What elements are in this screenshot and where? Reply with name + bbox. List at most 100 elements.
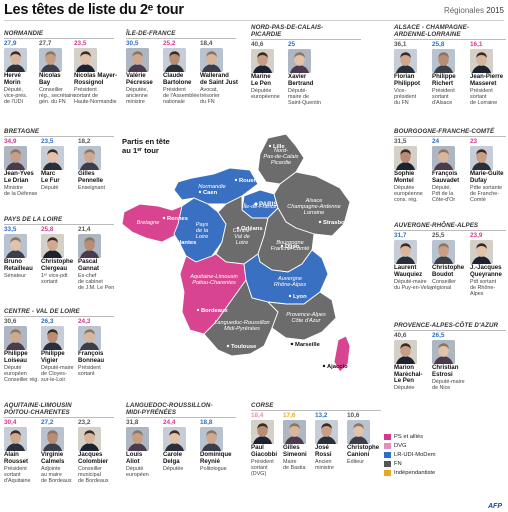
candidate-name: Jacques Colombier [78,451,109,465]
candidate-description: Députée européenne [251,87,280,100]
candidate-percent: 34,9 [4,138,17,145]
candidate-name: Gilles Pennelle [78,170,104,184]
region-divider [4,224,114,225]
city-dot [234,178,238,182]
city-label: Rennes [167,216,188,222]
candidate: 23,5 Nicolas Mayer- Rossignol Président so… [74,40,117,105]
candidate-photo [251,49,274,73]
candidate-description: Conseiller municipal de Bordeaux [78,465,109,484]
candidate-description: Députée [394,385,415,392]
candidate-description: Conseiller rég., secrétaire gén. du FN [39,86,75,105]
candidate-name: Wallerand de Saint Just [200,72,238,86]
city-label: Lille [273,144,285,150]
candidate-percent: 31,7 [394,232,407,239]
city-label: Dijon [285,244,300,250]
map-label-npdc: Nord-Pas-de-Calais Picardie [263,148,298,166]
candidate: 31,7 Laurent Wauquiez Député-maire du Puy-… [394,232,434,291]
map-caption: Partis en tête au 1ᵉʳ tour [122,137,170,155]
candidate-photo [39,48,62,72]
region-alpc: AQUITAINE-LIMOUSIN POITOU-CHARENTES 30,4 A… [4,402,114,491]
candidate-description: Ex-chef de cabinet de J.M. Le Pen [78,272,115,291]
candidate-percent: 26,5 [432,332,445,339]
candidate-percent: 24 [432,138,440,145]
candidate-percent: 24,3 [78,318,91,325]
candidate-name: Jean-Yves Le Drian [4,170,34,184]
candidate: 26,5 Christian Estrosi Député-maire de Nic… [432,332,472,391]
region-divider [251,410,381,411]
candidate-description: Conseiller régional [432,278,456,291]
candidate-description: Député européen Conseiller rég. [4,364,39,383]
legend-label: FN [394,460,402,467]
candidate-percent: 33,5 [4,226,17,233]
region-divider [4,316,114,317]
candidate-photo [74,48,97,72]
city-label: Marseille [295,342,321,348]
candidate-description: Enseignant [78,184,105,191]
candidate-percent: 30,5 [126,40,139,47]
candidate-description: Député-maire de Nice [432,378,465,391]
candidate-photo [78,326,101,350]
candidate: 18,2 Gilles Pennelle Enseignant [78,138,118,191]
candidate-name: Valérie Pécresse [126,72,153,86]
candidate: 23,2 Jacques Colombier Conseiller municipa… [78,419,118,484]
city-label: Nantes [177,240,196,246]
candidate: 26,3 Philippe Vigier Député-maire de Cloye… [41,318,81,383]
candidate-photo [163,48,186,72]
legend-swatch [384,460,391,467]
region-divider [126,417,236,418]
candidate-name: Bruno Retailleau [4,258,33,272]
candidate-name: Louis Aliot [126,451,143,465]
candidate-photo [394,240,417,264]
candidate-name: José Rossi [315,444,332,458]
candidate-name: Pascal Gannat [78,258,99,272]
candidate: 36,1 Florian Philippot Vice- président du … [394,41,434,106]
candidate-name: Christophe Boudot [432,264,465,278]
candidate-description: Pdte sortante de Franche- Comté [470,184,503,203]
region-bfc: BOURGOGNE-FRANCHE-COMTÉ 31,5 Sophie Montel… [394,128,506,210]
candidate-photo [251,420,274,444]
map-label-alsace: Alsace Champagne-Ardenne Lorraine [287,198,341,216]
legend-item: FN [384,459,436,468]
candidate-name: Philippe Vigier [41,350,65,364]
candidate-name: Marc Le Fur [41,170,60,184]
candidate-photo [78,146,101,170]
candidate-description: Éditeur [347,458,365,465]
candidate-percent: 25,5 [432,232,445,239]
candidate: 10,6 Christophe Canioni Éditeur [347,412,387,465]
candidate-percent: 10,6 [347,412,360,419]
candidate-description: Président sortant d'Aquitaine [4,465,31,484]
map-label-pdl: Pays de la Loire [196,222,209,240]
candidate-percent: 26,3 [41,318,54,325]
candidate: 17,6 Gilles Simeoni Maire de Bastia [283,412,323,471]
candidate-description: Député, vice-prés. de l'UDI [4,86,28,105]
candidate-name: Laurent Wauquiez [394,264,423,278]
legend-swatch [384,469,391,476]
candidate-description: Président sortant (DVG) [251,458,274,477]
city-label: Lyon [293,294,307,300]
candidate: 40,6 Marion Maréchal- Le Pen Députée [394,332,434,391]
candidate-photo [470,146,493,170]
candidate-percent: 30,6 [4,318,17,325]
candidate-name: François Sauvadet [432,170,460,184]
map-label-bfc: Bourgogne Franche-Comté [271,240,310,252]
candidate-name: Claude Bartolone [163,72,192,86]
candidate-name: Marie-Guite Dufay [470,170,504,184]
candidate: 33,5 Bruno Retailleau Sénateur [4,226,44,279]
city-label: Toulouse [231,344,257,350]
city-label: Caen [203,190,218,196]
legend-item: Indépendantiste [384,468,436,477]
candidate-description: Président sortant de Lorraine [470,87,498,106]
map-label-ara: Auvergne Rhône-Alpes [274,276,307,288]
candidate: 27,7 Nicolas Bay Conseiller rég., secrétai… [39,40,79,105]
candidate-percent: 23,5 [41,138,54,145]
candidate-description: Députée [163,465,184,472]
candidate-description: Président sortant d'Alsace [432,87,455,106]
city-dot [280,244,284,248]
region-npdc: NORD-PAS-DE-CALAIS- PICARDIE 40,6 Marine L… [251,24,361,113]
candidate-name: Marine Le Pen [251,73,271,87]
candidate-percent: 30,4 [4,419,17,426]
candidate-name: Philippe Richert [432,73,456,87]
subtitle: Régionales [443,6,484,15]
city-dot [254,202,258,206]
candidate-percent: 27,7 [39,40,52,47]
